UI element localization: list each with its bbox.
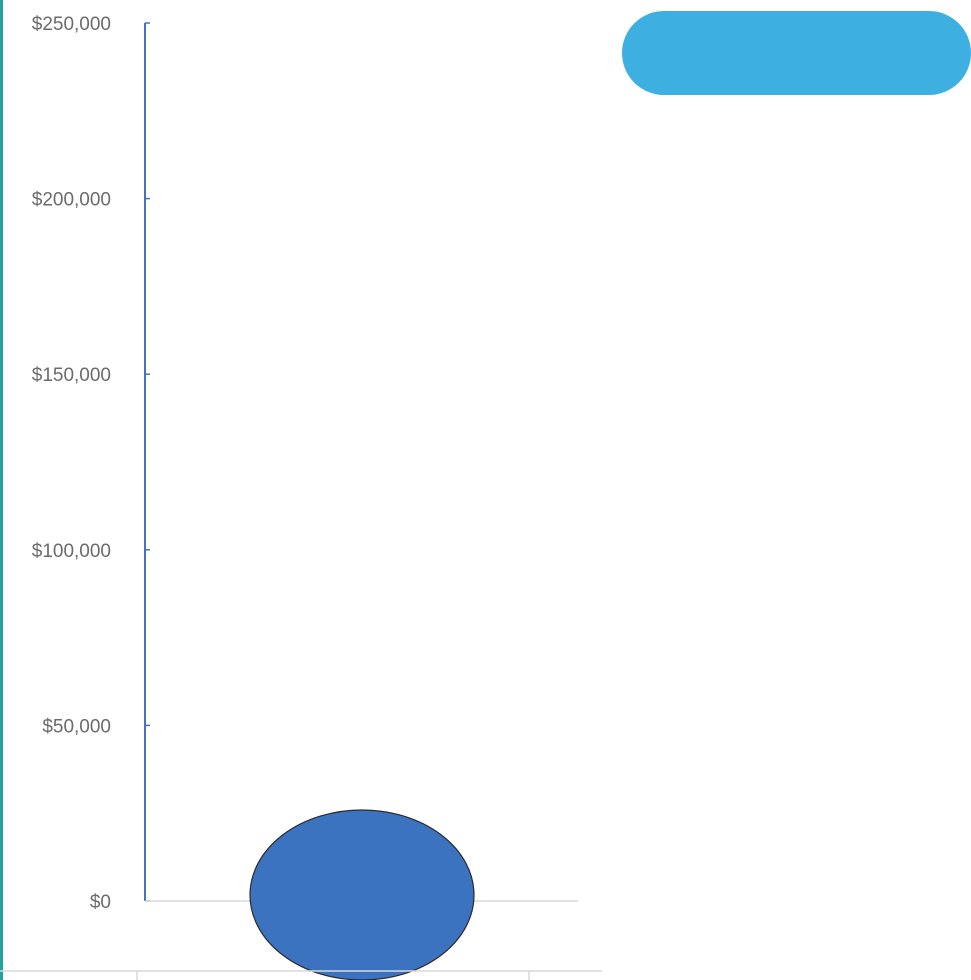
y-tick-label: $250,000 — [32, 14, 111, 35]
data-marks — [249, 809, 475, 980]
legend-pill — [622, 11, 971, 95]
y-tick-label: $0 — [90, 892, 111, 913]
x-axis-bottom — [0, 970, 602, 980]
y-tick-label: $150,000 — [32, 365, 111, 386]
y-tick-label: $50,000 — [42, 716, 111, 737]
data-marker — [249, 809, 475, 980]
y-tick-labels: $0 $50,000 $100,000 $150,000 $200,000 $250,00… — [32, 14, 111, 913]
left-border — [0, 0, 3, 980]
y-axis — [144, 22, 150, 902]
y-tick-label: $200,000 — [32, 190, 111, 211]
y-tick-label: $100,000 — [32, 541, 111, 562]
